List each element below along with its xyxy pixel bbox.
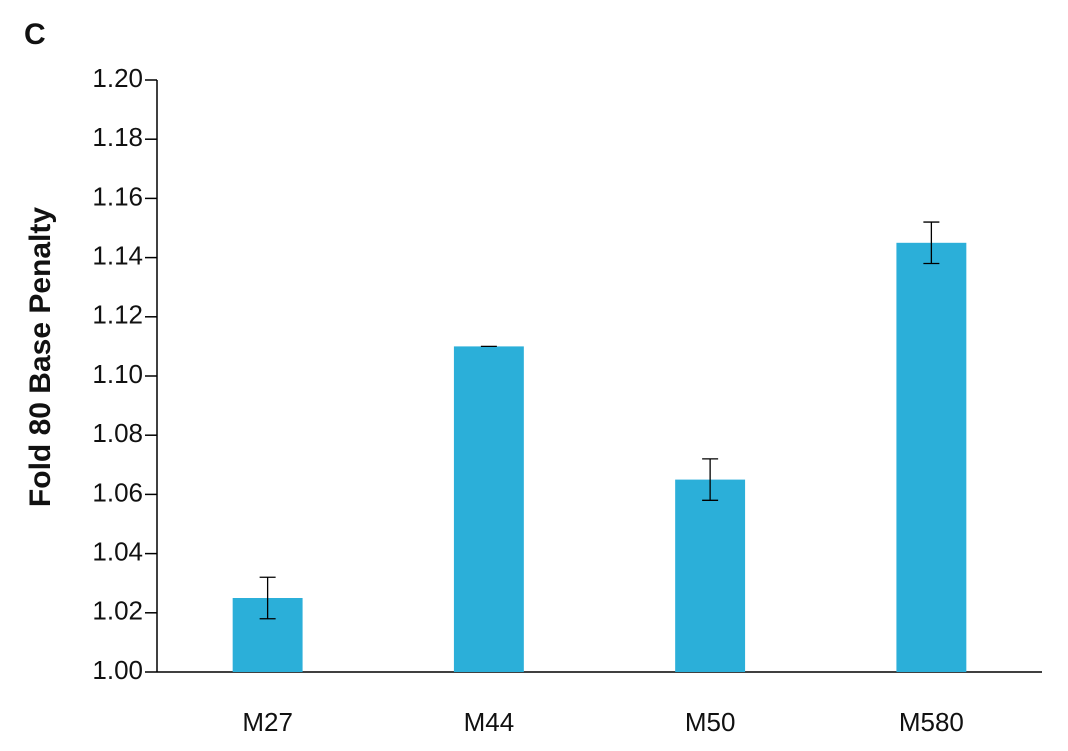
y-axis-label: Fold 80 Base Penalty [24, 207, 57, 507]
x-tick-label: M50 [685, 707, 736, 737]
x-tick-label: M44 [464, 707, 515, 737]
bar [453, 346, 524, 672]
y-tick-label: 1.18 [92, 122, 143, 152]
bar [675, 479, 746, 672]
y-tick-label: 1.04 [92, 536, 143, 566]
y-tick-label: 1.06 [92, 477, 143, 507]
error-bar [259, 576, 276, 620]
y-tick-label: 1.10 [92, 359, 143, 389]
bar [896, 242, 967, 673]
error-bar [923, 221, 940, 265]
x-tick-label: M580 [899, 707, 964, 737]
error-bar [702, 458, 719, 501]
y-tick-label: 1.14 [92, 240, 143, 270]
y-tick-label: 1.16 [92, 181, 143, 211]
y-tick-label: 1.20 [92, 63, 143, 93]
y-tick-label: 1.12 [92, 300, 143, 330]
x-tick-label: M27 [242, 707, 293, 737]
y-tick-label: 1.08 [92, 418, 143, 448]
y-tick-label: 1.00 [92, 655, 143, 685]
y-tick-label: 1.02 [92, 596, 143, 626]
panel-label: C [24, 18, 46, 51]
